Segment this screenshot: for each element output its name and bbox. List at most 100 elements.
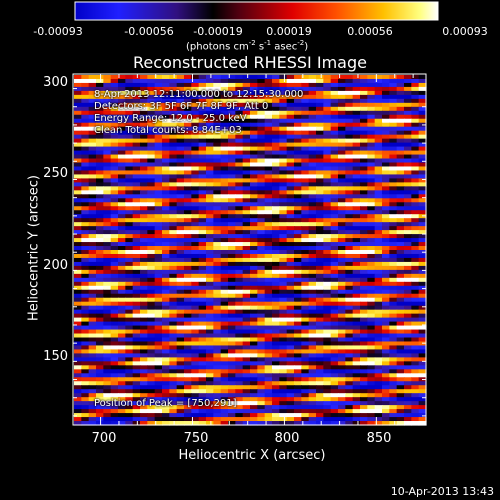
heatmap-cell [228,75,236,80]
heatmap-cell [125,98,134,104]
heatmap-cell [132,261,141,267]
heatmap-cell [367,325,376,331]
heatmap-cell [191,345,200,351]
heatmap-cell [176,269,185,275]
heatmap-cell [140,317,148,323]
heatmap-cell [279,385,288,390]
heatmap-cell [396,218,405,223]
heatmap-cell [96,297,104,303]
heatmap-cell [147,238,156,243]
heatmap-cell [308,409,317,414]
heatmap-cell [103,222,112,227]
heatmap-cell [162,405,170,410]
heatmap-cell [220,94,229,100]
heatmap-cell [242,214,251,219]
heatmap-cell [352,349,361,355]
heatmap-cell [154,246,163,251]
heatmap-cell [264,234,273,239]
heatmap-cell [323,75,332,80]
heatmap-cell [213,357,222,362]
heatmap-cell [191,365,200,370]
heatmap-cell [88,78,97,84]
heatmap-cell [81,333,90,339]
heatmap-cell [118,273,126,279]
heatmap-cell [191,273,200,279]
heatmap-cell [176,357,185,362]
heatmap-cell [418,178,427,183]
heatmap-cell [213,114,222,120]
heatmap-cell [176,142,185,148]
heatmap-cell [250,234,258,239]
heatmap-cell [118,86,126,92]
heatmap-cell [352,102,361,108]
colorbar-units: (photons cm-2 s-1 asec-2) [186,39,309,53]
heatmap-cell [418,257,427,263]
heatmap-cell [404,293,412,299]
heatmap-cell [301,369,310,374]
heatmap-cell [184,357,192,362]
heatmap-cell [125,373,134,378]
heatmap-cell [191,277,200,283]
heatmap-cell [169,349,178,355]
heatmap-cell [389,353,398,358]
heatmap-cell [352,242,361,247]
heatmap-cell [264,238,273,243]
heatmap-cell [206,222,214,227]
heatmap-cell [162,118,170,124]
heatmap-cell [389,102,398,108]
heatmap-cell [169,385,178,390]
heatmap-cell [330,106,339,112]
heatmap-cell [360,333,368,339]
heatmap-cell [88,373,97,378]
heatmap-cell [308,234,317,239]
heatmap-cell [176,421,185,426]
heatmap-cell [103,369,112,374]
heatmap-cell [81,377,90,382]
heatmap-cell [81,337,90,343]
heatmap-cell [88,321,97,327]
heatmap-cell [316,281,324,287]
heatmap-cell [220,317,229,323]
heatmap-cell [308,206,317,211]
heatmap-cell [367,230,376,235]
heatmap-cell [206,401,214,406]
heatmap-cell [367,265,376,271]
heatmap-cell [242,170,251,176]
heatmap-cell [301,214,310,219]
heatmap-cell [110,405,119,410]
heatmap-cell [411,357,420,362]
heatmap-cell [213,158,222,164]
heatmap-cell [154,182,163,187]
heatmap-cell [213,234,222,239]
heatmap-cell [220,357,229,362]
heatmap-cell [169,293,178,299]
heatmap-cell [411,75,420,80]
heatmap-cell [316,174,324,180]
heatmap-cell [169,178,178,183]
heatmap-cell [132,174,141,180]
heatmap-cell [162,218,170,223]
heatmap-cell [389,293,398,299]
heatmap-cell [184,377,192,382]
heatmap-cell [88,138,97,144]
heatmap-cell [352,273,361,279]
heatmap-cell [228,313,236,319]
heatmap-cell [250,98,258,104]
heatmap-cell [228,325,236,331]
heatmap-cell [279,238,288,243]
heatmap-cell [389,94,398,100]
heatmap-cell [294,365,302,370]
heatmap-cell [154,401,163,406]
heatmap-cell [228,377,236,382]
heatmap-cell [367,361,376,366]
heatmap-cell [96,313,104,319]
heatmap-cell [279,162,288,168]
heatmap-cell [140,301,148,307]
heatmap-cell [206,98,214,104]
heatmap-cell [147,102,156,108]
heatmap-cell [411,313,420,319]
heatmap-cell [110,257,119,263]
heatmap-cell [257,102,266,108]
heatmap-cell [418,246,427,251]
heatmap-cell [338,198,346,203]
